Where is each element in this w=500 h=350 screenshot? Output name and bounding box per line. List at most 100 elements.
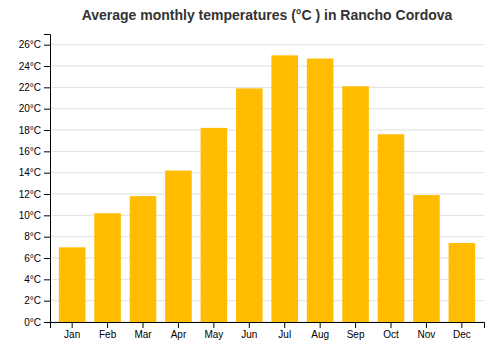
x-tick-mark xyxy=(461,322,462,328)
grid-line xyxy=(50,44,484,45)
y-tick: 2°C xyxy=(24,295,50,306)
x-axis: Jan Feb Mar Apr May Jun Jul Aug Sep Oct Nov Dec xyxy=(51,322,485,340)
y-tick-mark xyxy=(44,130,50,131)
x-tick-label: Mar xyxy=(134,329,152,340)
y-tick-label: 18°C xyxy=(19,125,41,136)
y-tick: 12°C xyxy=(19,189,50,200)
x-tick: Apr xyxy=(171,322,187,340)
x-tick: Jul xyxy=(278,322,291,340)
y-tick: 6°C xyxy=(24,253,50,264)
x-tick-label: Sep xyxy=(347,329,365,340)
bar xyxy=(271,55,298,322)
x-tick: Aug xyxy=(311,322,329,340)
grid-line xyxy=(50,194,484,195)
grid-line xyxy=(50,87,484,88)
y-axis-line xyxy=(44,35,51,323)
y-tick-mark xyxy=(44,258,50,259)
x-tick-mark xyxy=(426,322,427,328)
y-tick-mark xyxy=(44,215,50,216)
x-tick: Jun xyxy=(241,322,257,340)
y-tick-label: 2°C xyxy=(24,295,41,306)
x-tick: Oct xyxy=(383,322,399,340)
x-tick-mark xyxy=(355,322,356,328)
y-tick: 16°C xyxy=(19,146,50,157)
x-tick-mark xyxy=(72,322,73,328)
plot: 0°C 2°C 4°C 6°C 8°C 10°C 12°C 14°C 16°C 18°C 20°C 2… xyxy=(19,35,485,341)
x-tick-mark xyxy=(213,322,214,328)
x-tick-label: Jan xyxy=(64,329,80,340)
y-tick: 0°C xyxy=(24,317,50,328)
y-tick: 26°C xyxy=(19,39,50,50)
grid-line xyxy=(50,66,484,67)
x-tick: Sep xyxy=(347,322,365,340)
x-tick: Jan xyxy=(64,322,80,340)
x-tick-label: Feb xyxy=(99,329,117,340)
bar xyxy=(94,213,121,322)
y-tick: 24°C xyxy=(19,61,50,72)
y-tick-label: 10°C xyxy=(19,210,41,221)
x-tick-mark xyxy=(107,322,108,328)
y-tick-mark xyxy=(44,194,50,195)
bar xyxy=(413,195,440,322)
x-tick: Mar xyxy=(134,322,152,340)
y-tick: 20°C xyxy=(19,103,50,114)
x-tick-mark xyxy=(320,322,321,328)
y-tick-mark xyxy=(44,279,50,280)
x-tick-mark xyxy=(178,322,179,328)
x-tick-label: Jul xyxy=(278,329,291,340)
grid-line xyxy=(50,172,484,173)
y-tick-mark xyxy=(44,301,50,302)
bar xyxy=(342,86,369,322)
bar xyxy=(165,171,192,322)
x-tick-label: Jun xyxy=(241,329,257,340)
y-tick: 8°C xyxy=(24,231,50,242)
grid-line xyxy=(50,151,484,152)
y-tick: 22°C xyxy=(19,82,50,93)
y-tick-label: 26°C xyxy=(19,39,41,50)
x-tick-mark xyxy=(143,322,144,328)
x-axis-line xyxy=(51,323,485,329)
y-tick-label: 12°C xyxy=(19,189,41,200)
x-tick-label: Oct xyxy=(383,329,399,340)
grid-line xyxy=(50,130,484,131)
grid-line xyxy=(50,108,484,109)
y-tick-mark xyxy=(44,45,50,46)
y-tick-mark xyxy=(44,173,50,174)
y-tick-mark xyxy=(44,109,50,110)
y-tick: 4°C xyxy=(24,274,50,285)
x-tick: Nov xyxy=(418,322,436,340)
x-tick-mark xyxy=(391,322,392,328)
bar xyxy=(449,243,476,322)
x-tick-label: Dec xyxy=(453,329,471,340)
x-tick-label: Apr xyxy=(171,329,187,340)
x-tick-label: Aug xyxy=(311,329,329,340)
y-tick-mark xyxy=(44,87,50,88)
grid xyxy=(50,45,484,322)
y-tick-label: 24°C xyxy=(19,61,41,72)
y-tick: 14°C xyxy=(19,167,50,178)
y-tick: 18°C xyxy=(19,125,50,136)
x-tick-label: May xyxy=(204,329,223,340)
bar xyxy=(59,247,86,322)
bar xyxy=(201,128,228,322)
chart: 0°C 2°C 4°C 6°C 8°C 10°C 12°C 14°C 16°C 18°C 20°C 2… xyxy=(0,0,500,350)
y-axis: 0°C 2°C 4°C 6°C 8°C 10°C 12°C 14°C 16°C 18°C 20°C 2… xyxy=(19,35,51,328)
y-tick-mark xyxy=(44,66,50,67)
y-tick-label: 4°C xyxy=(24,274,41,285)
bar xyxy=(307,59,334,322)
x-tick-mark xyxy=(284,322,285,328)
y-tick-mark xyxy=(44,237,50,238)
y-tick-mark xyxy=(44,322,50,323)
y-tick: 10°C xyxy=(19,210,50,221)
y-tick-mark xyxy=(44,151,50,152)
y-tick-label: 20°C xyxy=(19,103,41,114)
bar xyxy=(130,196,157,322)
x-tick: Dec xyxy=(453,322,471,340)
x-tick: May xyxy=(204,322,223,340)
bars xyxy=(59,55,475,322)
bar xyxy=(378,134,405,322)
x-tick-mark xyxy=(249,322,250,328)
y-tick-label: 16°C xyxy=(19,146,41,157)
y-tick-label: 14°C xyxy=(19,167,41,178)
y-tick-label: 8°C xyxy=(24,231,41,242)
